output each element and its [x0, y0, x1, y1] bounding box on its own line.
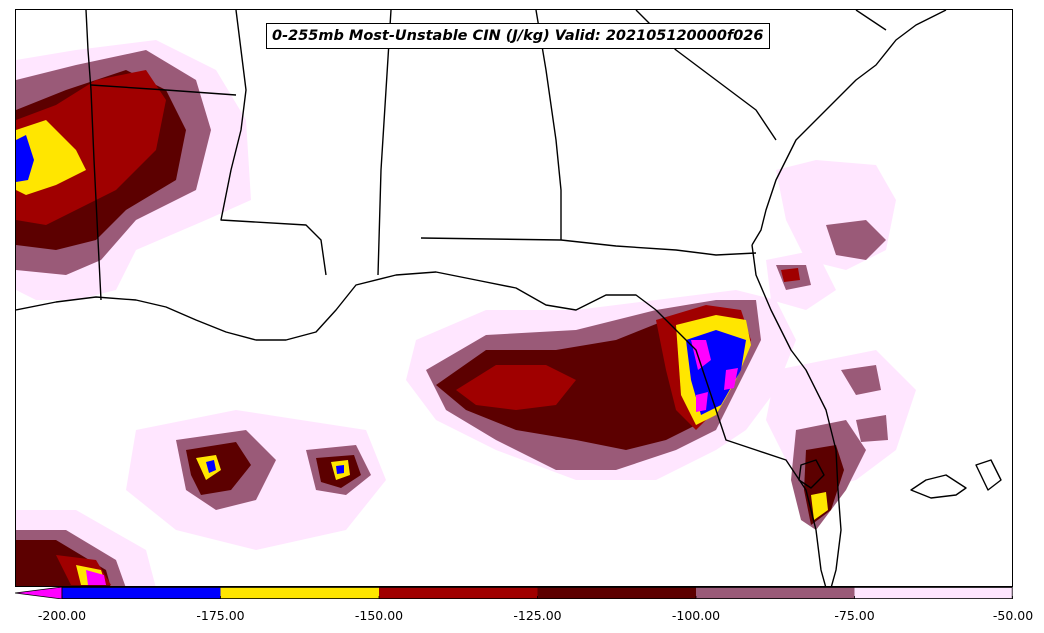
colorbar-segment	[854, 587, 1013, 599]
state-border-tx-la	[85, 10, 102, 301]
colorbar-tick-label: -75.00	[834, 608, 875, 623]
state-border-ms-river	[220, 10, 327, 276]
cin-region-red	[781, 268, 800, 282]
cin-region-red	[16, 70, 166, 225]
coastlines-and-borders	[16, 10, 1002, 586]
colorbar-segment	[379, 587, 538, 599]
florida-west-coast	[655, 309, 827, 586]
cin-region-blue	[206, 460, 216, 473]
cin-region-yellow	[16, 120, 86, 195]
bahamas-outline	[975, 459, 1002, 491]
cin-region-yellow	[811, 492, 828, 520]
colorbar-segment	[62, 587, 221, 599]
cin-region-magenta	[696, 392, 708, 412]
colorbar-tick-label: -175.00	[196, 608, 245, 623]
cin-region-blue	[16, 135, 34, 182]
florida-east-coast	[751, 244, 842, 586]
cin-region-red	[456, 365, 576, 410]
cin-region-magenta	[691, 340, 711, 370]
cin-region-blue	[336, 465, 344, 474]
cin-shading	[16, 40, 916, 586]
colorbar-segment	[220, 587, 379, 599]
state-border-al-ga	[535, 10, 562, 240]
state-border-fl-al-ga	[420, 237, 757, 256]
atlantic-coastline	[751, 10, 947, 246]
colorbar-tick-label: -125.00	[513, 608, 562, 623]
colorbar-tick-label: -200.00	[37, 608, 87, 623]
cin-region-mauve	[826, 220, 886, 260]
colorbar-under-triangle	[15, 587, 63, 599]
gulf-coastline	[16, 271, 657, 341]
map-title: 0-255mb Most-Unstable CIN (J/kg) Valid: …	[266, 23, 770, 49]
colorbar-tick-label: -100.00	[671, 608, 721, 623]
cin-region-magenta	[724, 368, 738, 390]
colorbar-segment	[537, 587, 696, 599]
colorbar-tick-label: -150.00	[354, 608, 404, 623]
bahamas-outline	[910, 474, 967, 499]
state-border-ar-la	[90, 84, 237, 96]
colorbar-segment	[696, 587, 855, 599]
lake-okeechobee	[798, 459, 825, 489]
cin-region-mauve	[856, 415, 888, 442]
cin-region-magenta	[86, 570, 106, 585]
colorbar	[15, 587, 1013, 599]
state-border-nc	[855, 10, 887, 31]
colorbar-tick-label: -50.00	[992, 608, 1034, 623]
map-panel: 0-255mb Most-Unstable CIN (J/kg) Valid: …	[15, 9, 1013, 587]
state-border-ms-al	[377, 10, 392, 276]
cin-region-mauve	[841, 365, 881, 395]
cin-map	[16, 10, 1002, 586]
